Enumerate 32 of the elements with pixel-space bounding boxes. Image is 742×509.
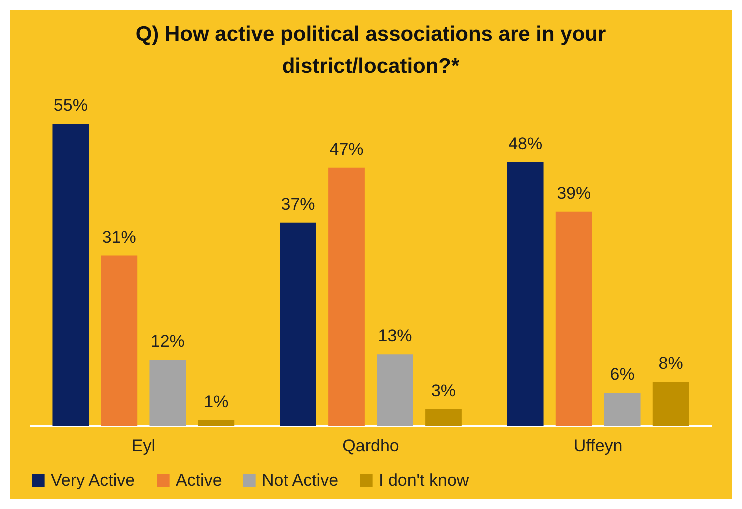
bar <box>328 168 365 426</box>
bar <box>377 354 414 426</box>
bar <box>101 256 138 426</box>
bar <box>507 162 544 426</box>
data-label: 13% <box>378 326 412 346</box>
bar <box>604 393 641 426</box>
data-label: 47% <box>330 140 364 159</box>
legend-label: Not Active <box>262 470 339 490</box>
chart-title: Q) How active political associations are in your district/location?* <box>136 23 606 78</box>
legend-label: Very Active <box>51 470 136 490</box>
bar <box>150 360 186 426</box>
data-label: 12% <box>150 332 185 352</box>
bar <box>652 382 690 426</box>
x-tick-label: Qardho <box>342 436 400 456</box>
legend-label: I don't know <box>379 470 470 490</box>
data-label: 8% <box>658 354 684 374</box>
data-label: 39% <box>557 184 592 203</box>
bar <box>52 124 90 426</box>
data-label: 1% <box>204 392 229 412</box>
data-label: 3% <box>431 382 456 401</box>
data-label: 48% <box>508 134 543 154</box>
data-label: 6% <box>610 365 635 384</box>
legend-label: Active <box>176 470 222 490</box>
data-label: 31% <box>102 228 136 247</box>
data-label: 55% <box>54 96 88 115</box>
bar <box>280 222 316 426</box>
x-tick-label: Uffeyn <box>574 436 623 456</box>
bar <box>556 212 592 426</box>
data-label: 37% <box>281 194 316 214</box>
x-tick-label: Eyl <box>132 436 156 456</box>
bar <box>426 410 462 426</box>
bar <box>198 420 235 426</box>
